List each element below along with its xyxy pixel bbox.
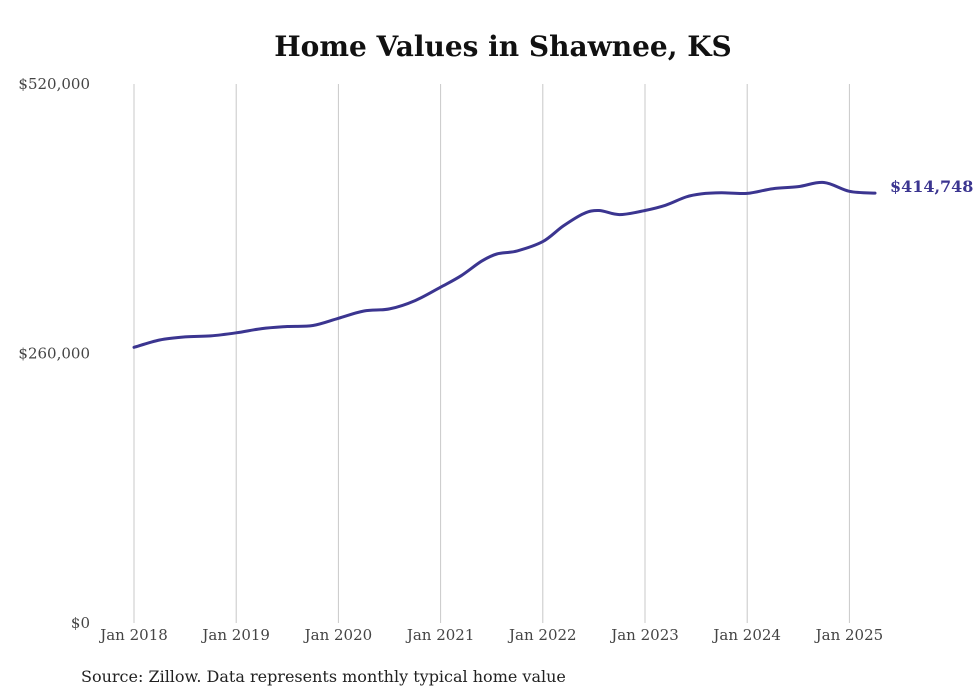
end-value-label: $414,748 — [890, 177, 974, 196]
gridlines — [133, 84, 850, 623]
source-note: Source: Zillow. Data represents monthly … — [81, 667, 566, 686]
annotation-layer: $414,748 — [890, 177, 974, 196]
x-tick-label: Jan 2018 — [98, 626, 168, 644]
x-axis-ticks: Jan 2018 Jan 2019 Jan 2020 Jan 2021 Jan 2022… — [98, 626, 883, 644]
y-tick-label: $520,000 — [18, 75, 90, 93]
x-tick-label: Jan 2019 — [200, 626, 270, 644]
x-tick-label: Jan 2024 — [711, 626, 781, 644]
x-tick-label: Jan 2025 — [814, 626, 884, 644]
series-line — [132, 180, 877, 349]
chart-title: Home Values in Shawnee, KS — [274, 30, 732, 63]
x-tick-label: Jan 2021 — [405, 626, 475, 644]
x-tick-label: Jan 2023 — [609, 626, 679, 644]
x-tick-label: Jan 2022 — [507, 626, 577, 644]
x-tick-label: Jan 2020 — [303, 626, 373, 644]
y-tick-label: $0 — [71, 614, 90, 632]
series-layer — [132, 180, 877, 349]
y-tick-label: $260,000 — [18, 345, 90, 363]
y-axis-ticks: $0 $260,000 $520,000 — [18, 75, 90, 632]
